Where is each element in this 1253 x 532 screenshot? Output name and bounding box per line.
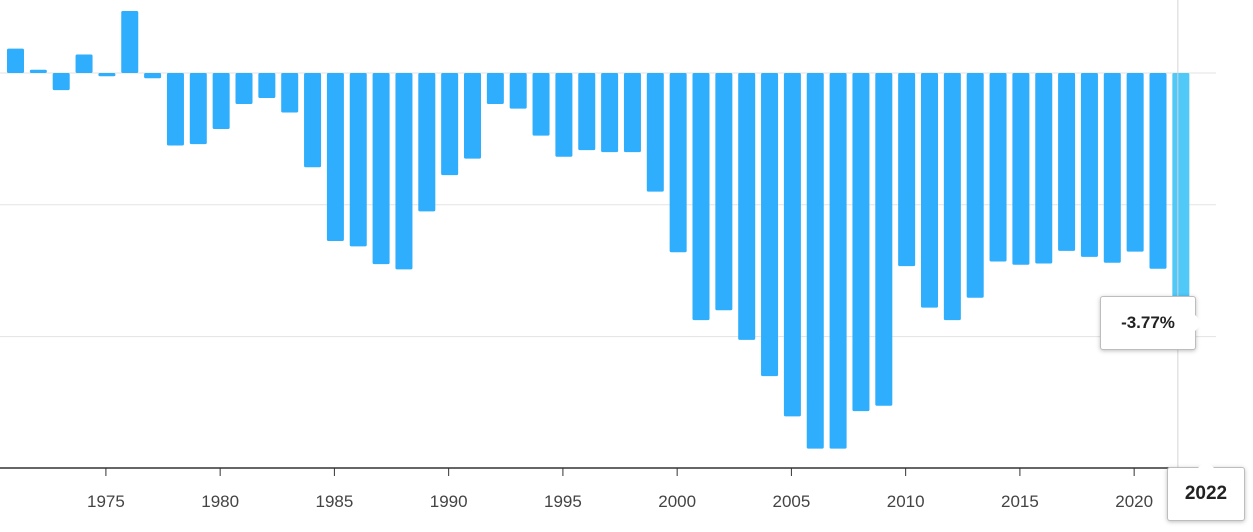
bar-1999 [646, 73, 664, 192]
x-tick-label-1990: 1990 [430, 492, 468, 511]
x-tick-label-1975: 1975 [87, 492, 125, 511]
bar-2000 [669, 73, 687, 253]
x-tick-label-2010: 2010 [887, 492, 925, 511]
bar-1983 [281, 73, 299, 113]
x-tick-label-2020: 2020 [1115, 492, 1153, 511]
bar-1980 [212, 73, 230, 130]
bar-1992 [486, 73, 504, 104]
x-tick-label-1995: 1995 [544, 492, 582, 511]
bar-2015 [1012, 73, 1030, 265]
x-tick-label-2000: 2000 [658, 492, 696, 511]
bar-2014 [989, 73, 1007, 262]
x-tick-label-2005: 2005 [772, 492, 810, 511]
bar-2020 [1126, 73, 1144, 252]
bar-2016 [1035, 73, 1053, 264]
bar-1973 [52, 73, 70, 91]
bar-1991 [464, 73, 481, 159]
bar-1997 [601, 73, 619, 153]
bar-1995 [555, 73, 573, 157]
bar-1981 [235, 73, 253, 104]
bar-1985 [326, 73, 344, 242]
bar-2009 [875, 73, 893, 406]
bar-2004 [761, 73, 779, 377]
bar-2017 [1058, 73, 1076, 251]
bar-1986 [349, 73, 367, 247]
bar-1976 [121, 11, 139, 73]
bar-2012 [943, 73, 961, 321]
bar-1979 [189, 73, 207, 145]
bar-2018 [1080, 73, 1098, 257]
value-tooltip: -3.77% [1100, 296, 1203, 350]
bar-1994 [532, 73, 550, 136]
bar-2019 [1103, 73, 1121, 263]
bar-2007 [829, 73, 847, 449]
bar-2006 [806, 73, 824, 449]
bars [7, 11, 1190, 449]
bar-2021 [1149, 73, 1167, 269]
bar-1990 [441, 73, 459, 176]
x-tick-label-1980: 1980 [201, 492, 239, 511]
x-tick-label-2015: 2015 [1001, 492, 1039, 511]
x-tick-label-1985: 1985 [315, 492, 353, 511]
bar-1998 [623, 73, 641, 153]
bar-1977 [144, 73, 162, 79]
bar-2002 [715, 73, 733, 311]
bar-1987 [372, 73, 390, 265]
bar-1993 [509, 73, 527, 109]
bar-1971 [7, 48, 24, 73]
bar-2003 [738, 73, 756, 340]
bar-1972 [29, 69, 47, 73]
x-axis-ticks: 1975 1980 1985 1990 1995 2000 2005 2010 2015 2020 [87, 468, 1153, 511]
bar-2011 [921, 73, 938, 308]
bar-2005 [783, 73, 801, 417]
bar-1978 [166, 73, 184, 146]
bar-2022 [1172, 73, 1190, 322]
bar-2001 [692, 73, 710, 321]
bar-1989 [418, 73, 436, 212]
bar-1988 [395, 73, 413, 270]
bar-2010 [898, 73, 916, 267]
bar-1974 [75, 54, 93, 73]
bar-2008 [852, 73, 870, 412]
year-tooltip: 2022 [1167, 460, 1245, 521]
bar-1982 [258, 73, 276, 99]
bar-2013 [966, 73, 984, 298]
bar-1996 [578, 73, 596, 151]
bar-1975 [98, 73, 116, 77]
bar-1984 [304, 73, 322, 168]
